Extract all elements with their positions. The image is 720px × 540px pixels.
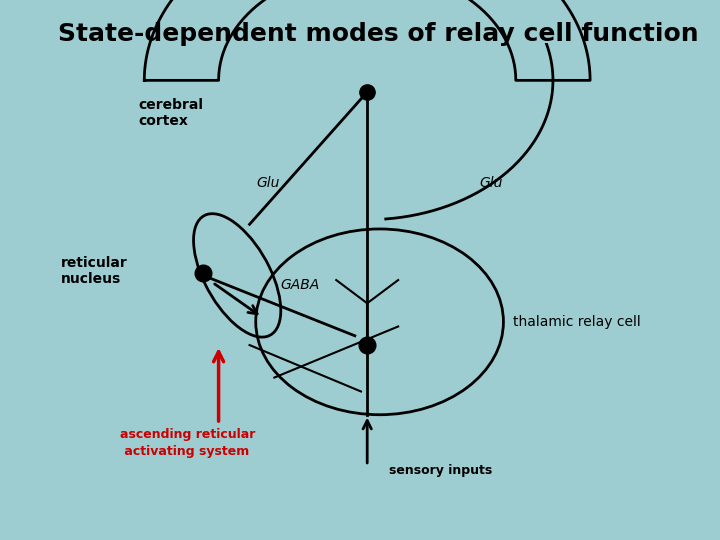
Text: GABA: GABA — [281, 278, 320, 292]
Text: Glu: Glu — [256, 176, 280, 190]
Text: sensory inputs: sensory inputs — [389, 464, 492, 477]
Text: thalamic relay cell: thalamic relay cell — [513, 315, 641, 329]
Text: Glu: Glu — [480, 176, 503, 190]
Text: cerebral
cortex: cerebral cortex — [138, 98, 203, 128]
Text: ascending reticular
 activating system: ascending reticular activating system — [120, 428, 255, 457]
Text: reticular
nucleus: reticular nucleus — [60, 255, 127, 286]
Text: State-dependent modes of relay cell function: State-dependent modes of relay cell func… — [58, 22, 698, 45]
